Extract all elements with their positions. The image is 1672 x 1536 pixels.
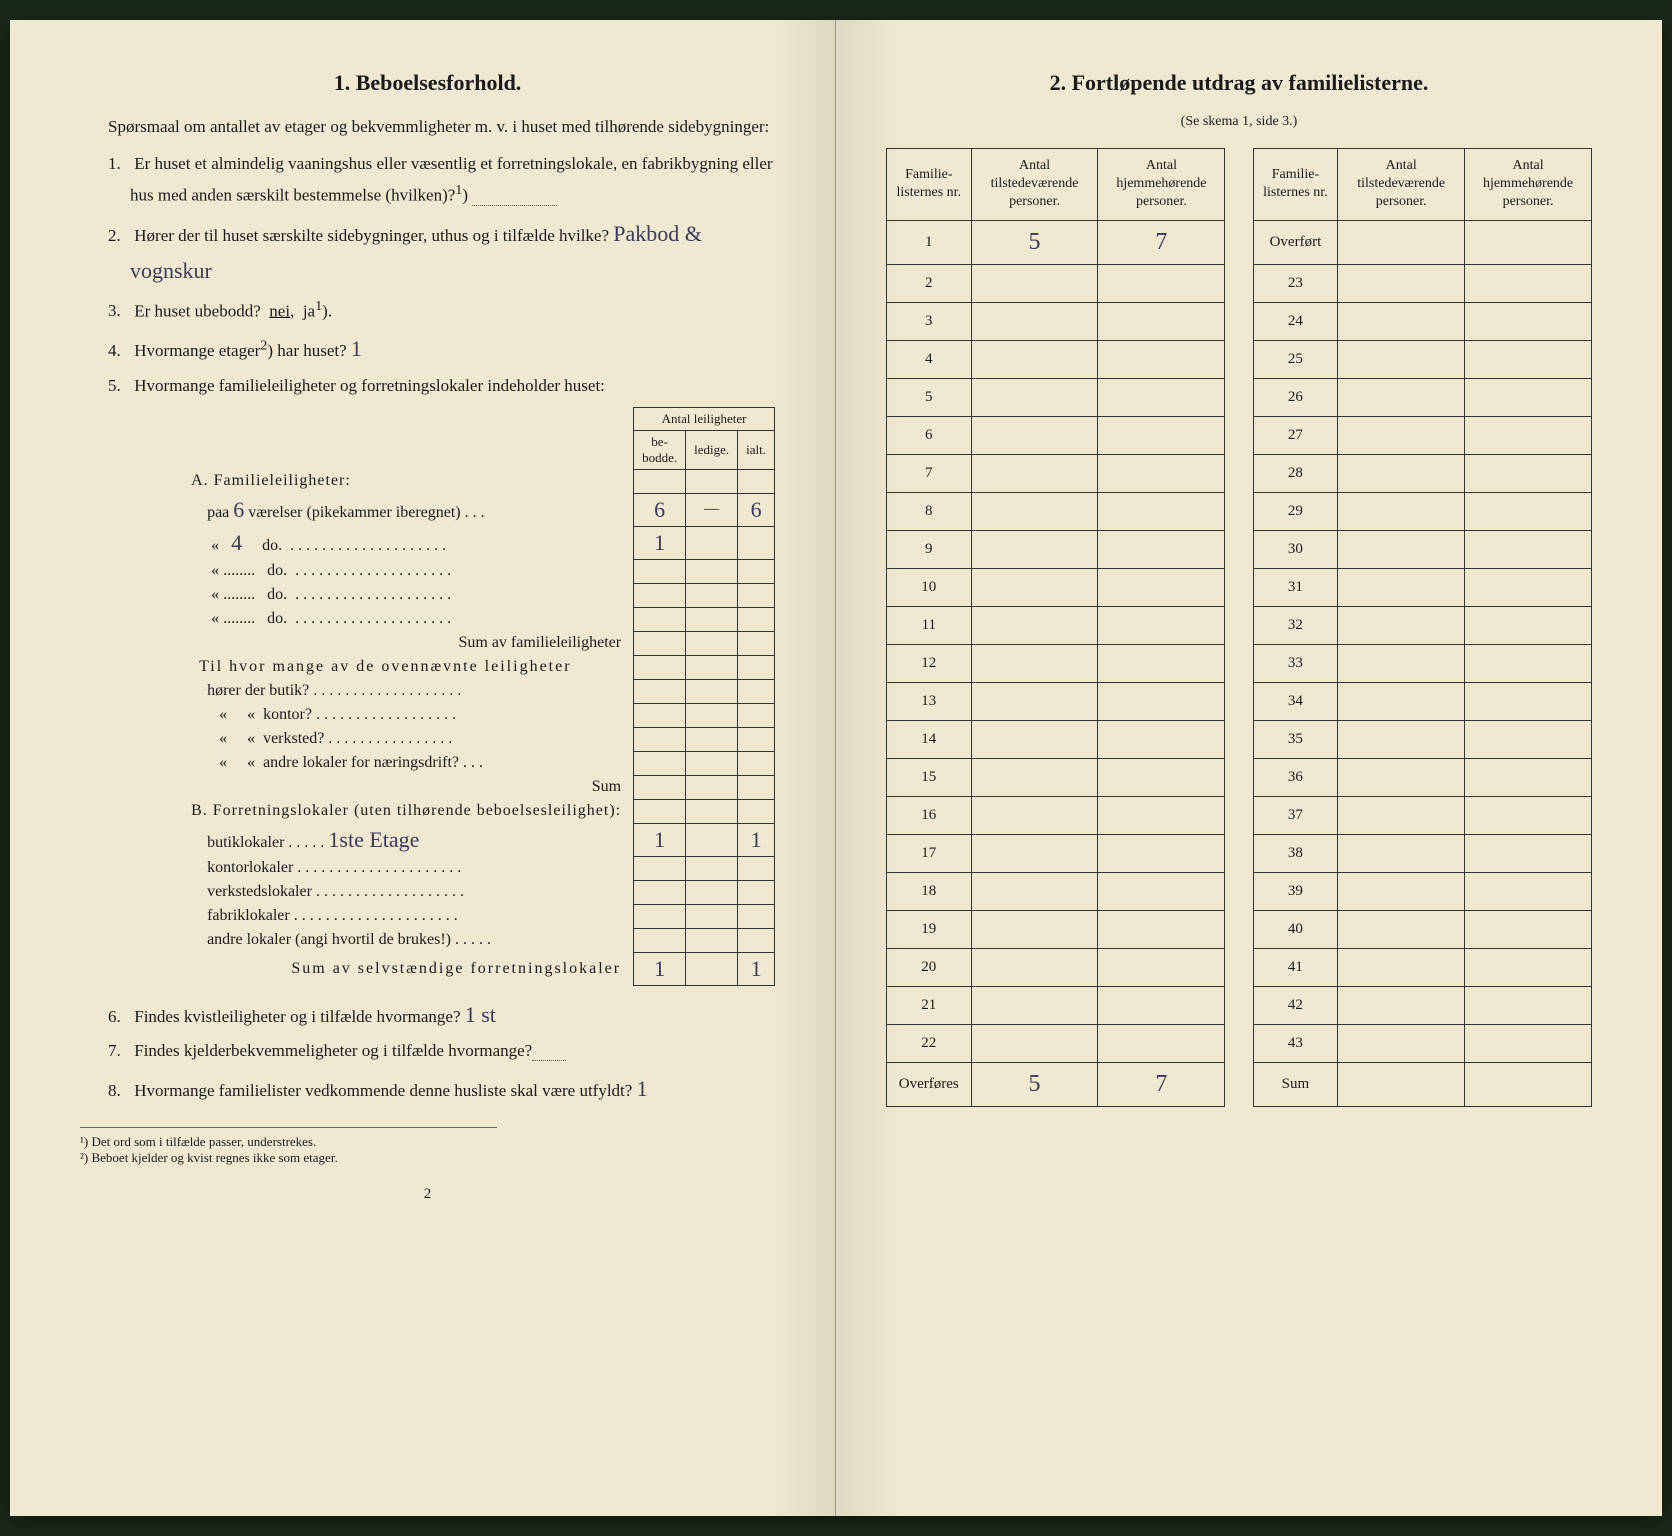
book-spread: 1. Beboelsesforhold. Spørsmaal om antall… xyxy=(10,20,1662,1516)
leilighet-table: Antal leiligheter be-bodde. ledige. ialt… xyxy=(183,407,775,986)
table-row: 13 34 xyxy=(887,682,1592,720)
table-row: 10 31 xyxy=(887,568,1592,606)
table-row: 2 23 xyxy=(887,264,1592,302)
table-row-footer: Overføres 5 7 Sum xyxy=(887,1062,1592,1106)
table-row: 4 25 xyxy=(887,340,1592,378)
left-page: 1. Beboelsesforhold. Spørsmaal om antall… xyxy=(10,20,836,1516)
section-b-title: B. Forretningslokaler (uten tilhørende b… xyxy=(183,799,634,823)
left-title: 1. Beboelsesforhold. xyxy=(80,70,775,96)
col-tilstede-2: Antal tilstedeværende personer. xyxy=(1338,149,1465,221)
q5: 5. Hvormange familieleiligheter og forre… xyxy=(108,372,775,401)
q8: 8. Hvormange familielister vedkommende d… xyxy=(108,1070,775,1107)
table-row: 16 37 xyxy=(887,796,1592,834)
table-row: 8 29 xyxy=(887,492,1592,530)
col-tilstede-1: Antal tilstedeværende personer. xyxy=(971,149,1098,221)
table-row: 7 28 xyxy=(887,454,1592,492)
q2: 2. Hører der til huset særskilte sidebyg… xyxy=(108,215,775,290)
table-row: 15 36 xyxy=(887,758,1592,796)
q3: 3. Er huset ubebodd? nei, ja1). xyxy=(108,294,775,327)
table-row: 20 41 xyxy=(887,948,1592,986)
col-hjemme-2: Antal hjemmehørende personer. xyxy=(1465,149,1592,221)
table-row: 14 35 xyxy=(887,720,1592,758)
intro-text: Spørsmaal om antallet av etager og bekve… xyxy=(80,114,775,140)
table-row: 5 26 xyxy=(887,378,1592,416)
table-row: 6 27 xyxy=(887,416,1592,454)
q4-handwritten: 1 xyxy=(351,336,362,361)
right-page: 2. Fortløpende utdrag av familielisterne… xyxy=(836,20,1662,1516)
footnotes: ¹) Det ord som i tilfælde passer, unders… xyxy=(80,1127,497,1166)
q7: 7. Findes kjelderbekvemmeligheter og i t… xyxy=(108,1037,775,1066)
q1: 1. Er huset et almindelig vaaningshus el… xyxy=(108,150,775,211)
col-nr-1: Familie-listernes nr. xyxy=(887,149,972,221)
table-row: 3 24 xyxy=(887,302,1592,340)
q6: 6. Findes kvistleiligheter og i tilfælde… xyxy=(108,996,775,1033)
table-row: 18 39 xyxy=(887,872,1592,910)
footnote-1: ¹) Det ord som i tilfælde passer, unders… xyxy=(80,1134,497,1150)
page-number: 2 xyxy=(80,1186,775,1203)
table-row: 9 30 xyxy=(887,530,1592,568)
table-row: 11 32 xyxy=(887,606,1592,644)
right-title: 2. Fortløpende utdrag av familielisterne… xyxy=(886,70,1592,96)
q4: 4. Hvormange etager2) har huset? 1 xyxy=(108,330,775,367)
question-list: 1. Er huset et almindelig vaaningshus el… xyxy=(80,150,775,401)
right-subtitle: (Se skema 1, side 3.) xyxy=(886,114,1592,130)
col-nr-2: Familie-listernes nr. xyxy=(1253,149,1338,221)
section-a-title: A. Familieleiligheter: xyxy=(183,469,634,493)
family-table-body: 1 5 7 Overført 2 23 3 24 4 25 5 xyxy=(887,220,1592,1106)
table-row: 17 38 xyxy=(887,834,1592,872)
table-row: 1 5 7 Overført xyxy=(887,220,1592,264)
table-row: 21 42 xyxy=(887,986,1592,1024)
footnote-2: ²) Beboet kjelder og kvist regnes ikke s… xyxy=(80,1150,497,1166)
family-table: Familie-listernes nr. Antal tilstedevære… xyxy=(886,148,1592,1107)
table-row: 19 40 xyxy=(887,910,1592,948)
table-row: 12 33 xyxy=(887,644,1592,682)
table-row: 22 43 xyxy=(887,1024,1592,1062)
col-hjemme-1: Antal hjemmehørende personer. xyxy=(1098,149,1225,221)
question-list-2: 6. Findes kvistleiligheter og i tilfælde… xyxy=(80,996,775,1108)
